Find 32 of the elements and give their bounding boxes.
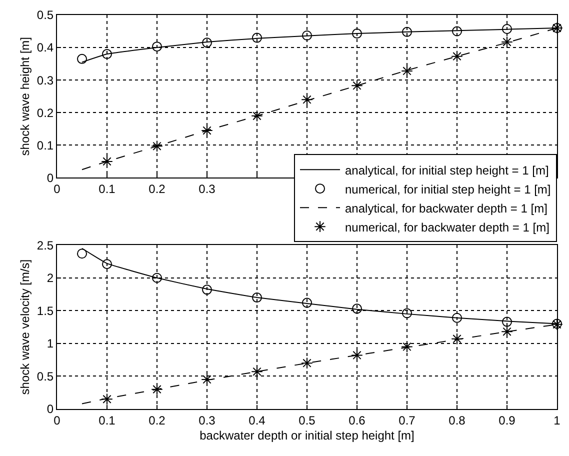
x-tick-label: 0.8 bbox=[448, 413, 466, 428]
x-tick-label: 0.7 bbox=[398, 413, 416, 428]
x-tick-label: 0.2 bbox=[148, 413, 166, 428]
y-tick-label: 1 bbox=[46, 336, 54, 351]
y-tick-label: 0.4 bbox=[36, 40, 54, 55]
y-tick-label: 0.1 bbox=[36, 138, 54, 152]
x-tick-label: 1 bbox=[554, 413, 561, 428]
y-tick-label: 0 bbox=[46, 170, 54, 185]
legend-label: numerical, for initial step height = 1 [m] bbox=[345, 182, 551, 196]
y-tick-label: 0.3 bbox=[36, 73, 54, 88]
y-axis-title: shock wave height [m] bbox=[18, 36, 32, 156]
x-tick-label: 0.5 bbox=[298, 413, 316, 428]
y-tick-label: 0.2 bbox=[36, 106, 54, 120]
y-tick-label: 2.5 bbox=[36, 238, 54, 252]
y-tick-label: 0.5 bbox=[36, 8, 54, 22]
x-tick-label: 0.2 bbox=[148, 182, 166, 196]
x-tick-label: 0.6 bbox=[348, 413, 366, 428]
y-axis-title: shock wave velocity [m/s] bbox=[18, 259, 32, 395]
legend-label: numerical, for backwater depth = 1 [m] bbox=[345, 220, 550, 234]
x-axis-title: backwater depth or initial step height [m] bbox=[200, 428, 414, 442]
x-tick-label: 0.1 bbox=[98, 413, 116, 428]
y-tick-label: 2 bbox=[46, 271, 54, 286]
y-tick-label: 1.5 bbox=[36, 304, 54, 318]
x-tick-label: 0.3 bbox=[198, 413, 216, 428]
x-tick-label: 0.3 bbox=[198, 182, 216, 196]
x-tick-label: 0.4 bbox=[248, 413, 266, 428]
y-tick-label: 0 bbox=[46, 402, 54, 416]
x-tick-label: 0.9 bbox=[498, 413, 516, 428]
x-tick-label: 0.1 bbox=[98, 182, 116, 196]
legend-label: analytical, for backwater depth = 1 [m] bbox=[345, 201, 548, 216]
legend-label: analytical, for initial step height = 1 [m] bbox=[345, 163, 549, 178]
y-tick-label: 0.5 bbox=[36, 369, 54, 384]
